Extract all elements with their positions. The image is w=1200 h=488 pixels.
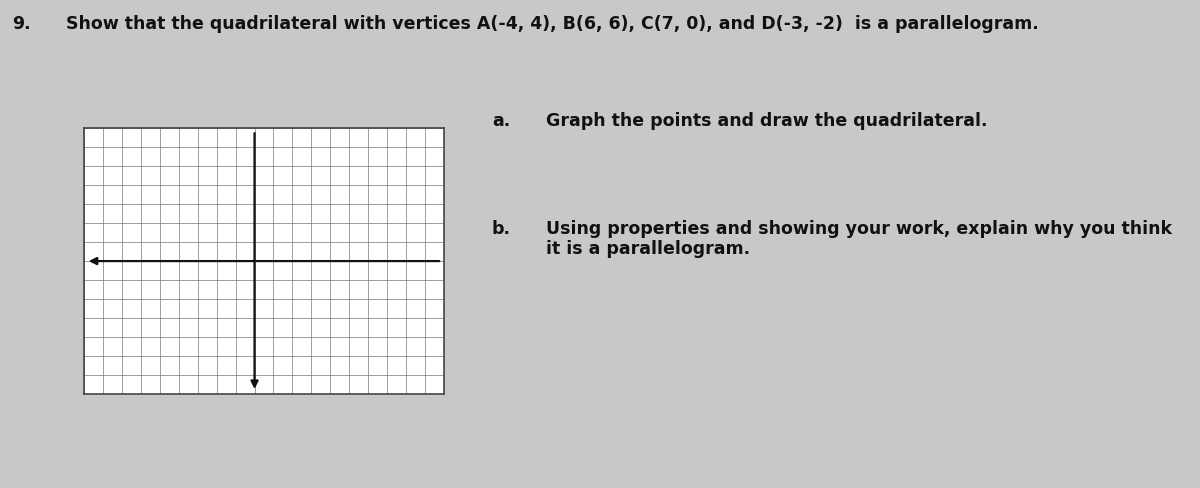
Text: Using properties and showing your work, explain why you think
it is a parallelog: Using properties and showing your work, …	[546, 220, 1172, 259]
Text: Show that the quadrilateral with vertices A(-4, 4), B(6, 6), C(7, 0), and D(-3, : Show that the quadrilateral with vertice…	[66, 15, 1039, 33]
Text: Graph the points and draw the quadrilateral.: Graph the points and draw the quadrilate…	[546, 112, 988, 130]
Text: 9.: 9.	[12, 15, 31, 33]
Text: b.: b.	[492, 220, 511, 238]
Text: a.: a.	[492, 112, 510, 130]
